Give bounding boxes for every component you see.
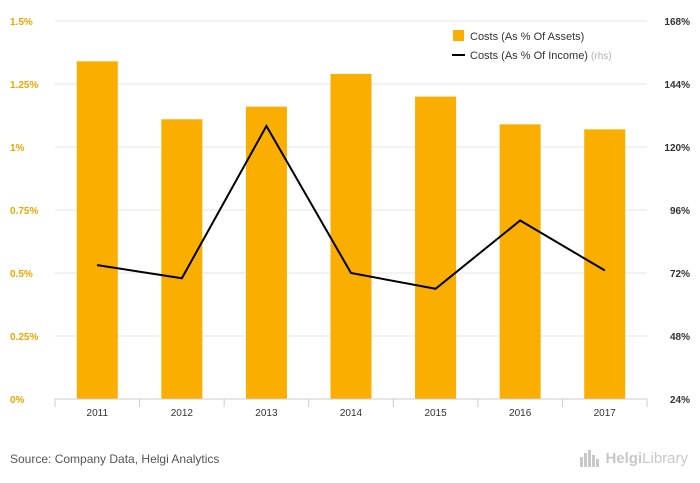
bar — [499, 124, 541, 399]
y-right-tick-label: 24% — [670, 395, 690, 406]
y-right-tick-label: 144% — [664, 80, 690, 91]
combo-chart: 0% 24% 0.25% 48% 0.5% 72% 0.75% 96% 1% 120% 1.25% 1… — [10, 17, 690, 419]
bar — [415, 96, 457, 399]
bar — [584, 129, 626, 400]
line-point — [519, 220, 521, 221]
legend-swatch-assets — [453, 30, 464, 41]
y-right-tick-label: 168% — [664, 17, 690, 28]
line-point — [181, 277, 183, 279]
logo-suffix: Library — [642, 449, 688, 467]
y-left-tick-label: 1% — [10, 143, 25, 154]
x-tick-label: 2012 — [171, 408, 194, 419]
axes: 0% 24% 0.25% 48% 0.5% 72% 0.75% 96% 1% 120% 1.25% 1… — [10, 17, 690, 419]
footer: Source: Company Data, Helgi Analytics He… — [0, 440, 700, 483]
y-left-tick-label: 0% — [10, 395, 25, 406]
city-skyline-icon — [580, 450, 600, 467]
line-point — [265, 125, 267, 127]
x-tick-label: 2016 — [509, 408, 532, 419]
source-note: Source: Company Data, Helgi Analytics — [10, 452, 220, 466]
bar — [245, 106, 287, 400]
bar — [161, 119, 203, 399]
bar — [76, 61, 118, 399]
legend: Costs (As % Of Assets) Costs (As % Of Inc… — [452, 30, 612, 62]
x-tick-label: 2017 — [594, 408, 617, 419]
y-right-tick-label: 96% — [670, 206, 690, 217]
y-right-tick-label: 120% — [664, 143, 690, 154]
legend-rhs-note: (rhs) — [591, 51, 612, 62]
legend-label-income: Costs (As % Of Income) (rhs) — [470, 50, 612, 62]
line-series — [96, 123, 606, 290]
helgi-library-logo: HelgiLibrary — [579, 449, 688, 467]
y-left-tick-label: 0.5% — [10, 269, 33, 280]
bar — [330, 73, 372, 400]
line-point — [350, 272, 352, 274]
logo-prefix: Helgi — [605, 449, 643, 467]
y-left-tick-label: 0.25% — [10, 332, 38, 343]
legend-label-assets: Costs (As % Of Assets) — [470, 31, 584, 43]
x-tick-label: 2015 — [424, 408, 447, 419]
x-tick-label: 2013 — [255, 408, 278, 419]
y-left-tick-label: 1.25% — [10, 80, 38, 91]
x-tick-label: 2011 — [87, 408, 109, 419]
y-right-tick-label: 72% — [670, 269, 690, 280]
line-point — [604, 269, 606, 271]
line-point — [435, 288, 437, 290]
x-tick-label: 2014 — [340, 408, 363, 419]
bar-series — [76, 61, 626, 400]
line-point — [96, 264, 98, 266]
y-left-tick-label: 1.5% — [10, 17, 33, 28]
y-right-tick-label: 48% — [670, 332, 690, 343]
y-left-tick-label: 0.75% — [10, 206, 38, 217]
